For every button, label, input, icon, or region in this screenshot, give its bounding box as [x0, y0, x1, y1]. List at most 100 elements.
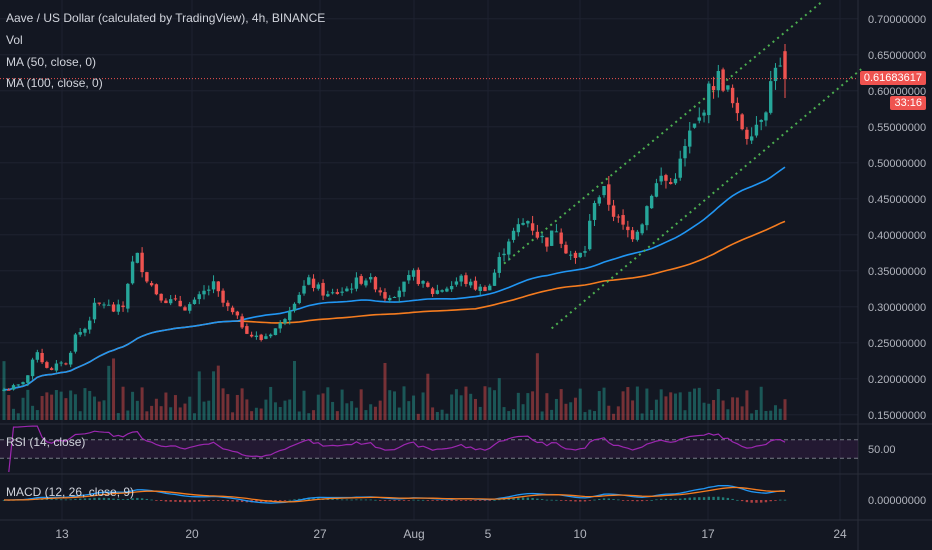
- volume-bar: [697, 387, 701, 420]
- macd-histogram-bar: [498, 499, 501, 501]
- candle-body: [11, 385, 16, 390]
- volume-bar: [283, 400, 287, 420]
- macd-tick-label: 0.00000000: [868, 495, 926, 507]
- volume-bar: [431, 407, 435, 420]
- macd-histogram-bar: [579, 500, 582, 502]
- candle-body: [592, 203, 597, 220]
- price-tick-label: 0.50000000: [868, 158, 926, 170]
- macd-histogram-bar: [279, 500, 282, 501]
- candle-body: [464, 275, 468, 284]
- volume-bar: [602, 387, 606, 420]
- volume-bar: [421, 392, 425, 420]
- candle-body: [430, 288, 435, 295]
- volume-bar: [316, 394, 320, 420]
- candle-body: [488, 285, 492, 291]
- price-tick-label: 0.40000000: [868, 230, 926, 242]
- candle-body: [97, 302, 101, 304]
- candle-body: [754, 124, 759, 136]
- candle-body: [588, 220, 592, 250]
- macd-histogram-bar: [307, 497, 310, 500]
- volume-bar: [493, 390, 497, 420]
- candle-body: [726, 85, 730, 90]
- macd-histogram-bar: [688, 497, 691, 500]
- macd-histogram-bar: [621, 500, 625, 501]
- macd-histogram-bar: [440, 500, 444, 501]
- macd-histogram-bar: [112, 498, 115, 500]
- time-tick-label: 20: [185, 527, 199, 541]
- macd-histogram-bar: [345, 499, 349, 501]
- volume-bar: [145, 411, 149, 420]
- candle-body: [168, 299, 173, 304]
- volume-bar: [526, 393, 530, 420]
- candle-body: [92, 302, 97, 320]
- volume-bar: [388, 390, 392, 420]
- macd-histogram-bar: [531, 498, 534, 500]
- volume-bar: [135, 400, 139, 420]
- candle-body: [407, 274, 411, 281]
- candle-body: [473, 280, 478, 290]
- volume-bar: [669, 392, 673, 420]
- candle-body: [730, 87, 735, 104]
- macd-histogram-bar: [393, 500, 396, 501]
- macd-histogram-bar: [136, 497, 139, 500]
- price-tick-label: 0.15000000: [868, 410, 926, 422]
- channel-lower-line: [551, 68, 862, 330]
- candle-body: [740, 114, 744, 130]
- candle-body: [497, 256, 501, 273]
- volume-bar: [426, 373, 430, 420]
- price-tick-label: 0.25000000: [868, 338, 926, 350]
- volume-bar: [226, 394, 230, 420]
- macd-histogram-bar: [207, 500, 210, 501]
- volume-bar: [750, 413, 754, 420]
- candle-body: [773, 67, 778, 82]
- candle-body: [540, 235, 544, 238]
- macd-histogram-bar: [336, 499, 339, 501]
- volume-bar: [35, 410, 39, 420]
- volume-bar: [383, 362, 387, 420]
- volume-bar: [773, 405, 777, 420]
- candle-body: [573, 252, 578, 258]
- macd-histogram-bar: [607, 498, 610, 500]
- macd-histogram-bar: [155, 500, 158, 501]
- volume-bar: [678, 392, 682, 420]
- volume-bar: [497, 378, 501, 420]
- macd-histogram-bar: [388, 500, 391, 501]
- volume-bar: [445, 413, 449, 420]
- macd-histogram-bar: [340, 499, 344, 501]
- price-tick-label: 0.30000000: [868, 302, 926, 314]
- macd-histogram-bar: [83, 498, 87, 500]
- candle-body: [759, 119, 763, 122]
- candle-body: [230, 307, 235, 313]
- candle-body: [440, 290, 444, 292]
- macd-histogram-bar: [583, 500, 587, 502]
- macd-histogram-bar: [550, 499, 553, 501]
- macd-histogram-bar: [359, 499, 363, 501]
- volume-bar: [121, 386, 125, 420]
- volume-bar: [469, 393, 473, 420]
- candle-body: [745, 129, 749, 139]
- macd-histogram-bar: [617, 499, 620, 501]
- candle-body: [178, 300, 182, 307]
- volume-bar: [583, 412, 587, 420]
- volume-bar: [397, 407, 401, 420]
- macd-histogram-bar: [693, 497, 696, 500]
- volume-bar: [640, 413, 644, 420]
- volume-bar: [221, 388, 225, 420]
- candle-body: [468, 281, 473, 286]
- macd-histogram-bar: [593, 499, 596, 501]
- volume-bar: [126, 410, 130, 420]
- candle-body: [278, 322, 282, 329]
- macd-histogram-bar: [64, 499, 68, 501]
- candle-body: [583, 251, 587, 253]
- volume-bar: [164, 392, 168, 420]
- volume-bar: [240, 388, 244, 420]
- volume-bar: [535, 353, 539, 420]
- volume-bar: [250, 411, 254, 420]
- macd-histogram-bar: [659, 498, 663, 500]
- candle-body: [354, 277, 359, 289]
- macd-histogram-bar: [59, 499, 63, 501]
- candle-body: [716, 71, 721, 91]
- volume-bar: [512, 409, 516, 420]
- volume-bar: [259, 408, 263, 420]
